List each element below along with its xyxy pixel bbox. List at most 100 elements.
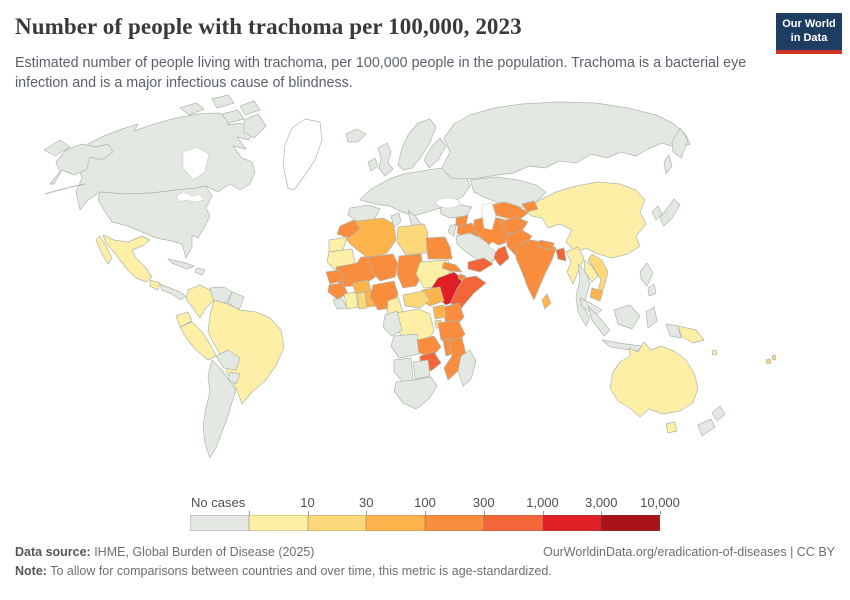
country-canada-island[interactable] bbox=[239, 100, 261, 116]
country-greenland[interactable] bbox=[282, 118, 323, 191]
note: Note: To allow for comparisons between c… bbox=[15, 564, 552, 578]
legend-swatch-no-cases[interactable] bbox=[190, 515, 249, 531]
country-madagascar[interactable] bbox=[457, 349, 477, 387]
country-indonesia-sumatra[interactable] bbox=[587, 305, 611, 337]
country-fiji-2[interactable] bbox=[771, 354, 777, 361]
country-indonesia-sulawesi[interactable] bbox=[645, 306, 658, 329]
country-png[interactable] bbox=[677, 325, 705, 344]
country-eritrea[interactable] bbox=[441, 261, 463, 273]
country-afghanistan[interactable] bbox=[499, 216, 529, 235]
country-yemen[interactable] bbox=[467, 257, 494, 273]
country-congo[interactable] bbox=[382, 310, 403, 337]
country-sri-lanka[interactable] bbox=[541, 293, 552, 310]
country-russia-sakhalin[interactable] bbox=[663, 154, 673, 175]
country-philippines[interactable] bbox=[639, 262, 654, 287]
country-brazil[interactable] bbox=[207, 299, 285, 405]
country-korea[interactable] bbox=[651, 205, 663, 221]
country-senegal[interactable] bbox=[325, 269, 345, 285]
country-guinea[interactable] bbox=[327, 282, 349, 300]
country-philippines-south[interactable] bbox=[647, 283, 657, 297]
country-bangladesh[interactable] bbox=[555, 247, 567, 262]
owid-logo[interactable]: Our World in Data bbox=[776, 13, 842, 54]
legend-bar bbox=[190, 515, 660, 531]
country-papua-west[interactable] bbox=[665, 323, 682, 339]
country-cuba[interactable] bbox=[167, 258, 195, 270]
country-mexico-baja[interactable] bbox=[95, 235, 113, 265]
country-botswana[interactable] bbox=[412, 359, 431, 380]
country-kazakhstan[interactable] bbox=[469, 176, 547, 209]
country-levant[interactable] bbox=[447, 223, 457, 237]
country-cambodia[interactable] bbox=[589, 287, 604, 302]
country-zambia[interactable] bbox=[416, 335, 442, 358]
country-egypt[interactable] bbox=[425, 236, 453, 260]
country-malaysia[interactable] bbox=[579, 297, 603, 316]
country-nepal[interactable] bbox=[537, 239, 555, 251]
country-indonesia-borneo[interactable] bbox=[613, 304, 641, 330]
country-finland[interactable] bbox=[423, 137, 447, 169]
country-mexico[interactable] bbox=[102, 234, 153, 283]
country-canada-island[interactable] bbox=[179, 102, 205, 116]
legend-swatch-b3[interactable] bbox=[366, 515, 425, 531]
country-canada-island[interactable] bbox=[211, 94, 235, 109]
legend-swatch-b6[interactable] bbox=[542, 515, 602, 531]
country-new-zealand-north[interactable] bbox=[711, 405, 726, 422]
country-angola[interactable] bbox=[390, 333, 420, 359]
country-canada-baffin[interactable] bbox=[243, 113, 267, 139]
country-japan[interactable] bbox=[659, 198, 681, 227]
country-australia-tasmania[interactable] bbox=[665, 421, 678, 434]
country-china[interactable] bbox=[523, 181, 647, 259]
country-fiji[interactable] bbox=[765, 358, 772, 365]
country-iceland[interactable] bbox=[345, 128, 367, 143]
country-solomon-islands[interactable] bbox=[711, 349, 718, 356]
country-ecuador[interactable] bbox=[175, 311, 193, 328]
country-russia[interactable] bbox=[441, 101, 691, 180]
country-russia-chukotka[interactable] bbox=[43, 139, 71, 157]
chart-subtitle: Estimated number of people living with t… bbox=[15, 55, 747, 92]
map-legend: No cases 10 30 100 300 1,000 3,000 10,000 bbox=[190, 495, 680, 531]
country-australia[interactable] bbox=[609, 341, 699, 418]
country-uganda[interactable] bbox=[432, 304, 447, 320]
country-argentina[interactable] bbox=[202, 359, 237, 459]
legend-swatch-b2[interactable] bbox=[307, 515, 367, 531]
country-central-america[interactable] bbox=[159, 283, 187, 301]
country-burkina-faso[interactable] bbox=[351, 279, 372, 295]
country-usa-alaska[interactable] bbox=[49, 143, 114, 185]
country-namibia[interactable] bbox=[393, 357, 414, 383]
country-south-africa[interactable] bbox=[393, 376, 438, 410]
legend-swatch-b4[interactable] bbox=[425, 515, 484, 531]
country-hispaniola[interactable] bbox=[194, 267, 206, 276]
legend-swatch-b1[interactable] bbox=[248, 515, 308, 531]
country-bolivia[interactable] bbox=[215, 349, 241, 371]
country-uk[interactable] bbox=[377, 142, 394, 177]
country-mozambique[interactable] bbox=[443, 337, 467, 381]
country-cote-divoire[interactable] bbox=[343, 291, 359, 310]
country-indonesia-java[interactable] bbox=[601, 339, 643, 352]
country-tajikistan[interactable] bbox=[521, 200, 539, 213]
country-laos[interactable] bbox=[583, 259, 599, 283]
country-tunisia[interactable] bbox=[390, 212, 402, 228]
country-chad[interactable] bbox=[396, 253, 425, 289]
country-venezuela[interactable] bbox=[209, 286, 233, 305]
country-canada-island[interactable] bbox=[221, 109, 245, 124]
country-new-zealand-south[interactable] bbox=[697, 418, 716, 437]
country-guatemala[interactable] bbox=[149, 279, 161, 291]
country-ireland[interactable] bbox=[367, 157, 379, 172]
country-russia-kamchatka[interactable] bbox=[671, 127, 689, 159]
legend-swatch-b5[interactable] bbox=[483, 515, 543, 531]
country-morocco[interactable] bbox=[336, 219, 361, 239]
country-usa[interactable] bbox=[97, 185, 213, 259]
legend-swatch-b7[interactable] bbox=[601, 515, 660, 531]
owid-link[interactable]: OurWorldinData.org/eradication-of-diseas… bbox=[542, 545, 835, 559]
country-oman[interactable] bbox=[493, 245, 510, 267]
country-scandinavia[interactable] bbox=[397, 118, 437, 171]
country-myanmar[interactable] bbox=[565, 246, 585, 285]
legend-tick bbox=[366, 511, 368, 515]
country-thailand[interactable] bbox=[575, 263, 591, 327]
country-libya[interactable] bbox=[396, 223, 429, 256]
country-niger[interactable] bbox=[367, 253, 399, 282]
legend-tick-label: 100 bbox=[414, 495, 436, 510]
country-colombia[interactable] bbox=[185, 284, 215, 319]
country-car[interactable] bbox=[402, 290, 431, 309]
country-paraguay[interactable] bbox=[227, 371, 241, 385]
